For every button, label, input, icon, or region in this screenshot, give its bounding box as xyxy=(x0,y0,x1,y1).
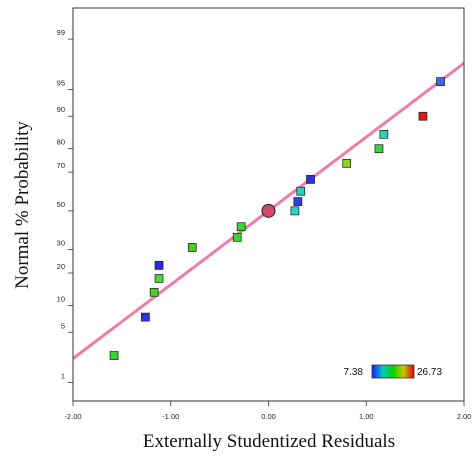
color-scale-legend: 7.38 26.73 xyxy=(344,364,442,379)
y-axis-label: Normal % Probability xyxy=(12,121,33,289)
color-scale-bar xyxy=(371,364,415,379)
y-tick-label: 80 xyxy=(57,138,65,147)
y-tick-label: 5 xyxy=(61,321,65,330)
x-tick-label: 1.00 xyxy=(359,412,374,421)
y-tick-label: 50 xyxy=(57,200,65,209)
y-tick-label: 30 xyxy=(57,239,65,248)
data-point xyxy=(418,111,428,121)
x-tick-label: -1.00 xyxy=(162,412,179,421)
color-scale-max-label: 26.73 xyxy=(417,367,442,378)
data-point xyxy=(436,77,445,86)
data-point xyxy=(154,274,164,283)
x-tick-label: 0.00 xyxy=(261,412,276,421)
data-point xyxy=(232,232,242,242)
highlighted-point xyxy=(261,203,276,218)
x-axis-ticks: -2.00 -1.00 0.00 1.00 2.00 xyxy=(64,401,471,421)
y-tick-label: 10 xyxy=(57,294,65,303)
data-point xyxy=(140,312,150,322)
data-points-layer xyxy=(109,77,445,360)
data-point xyxy=(290,206,300,216)
data-point xyxy=(374,144,384,154)
y-tick-label: 95 xyxy=(57,78,65,87)
data-point xyxy=(293,197,303,206)
x-tick-label: 2.00 xyxy=(457,412,472,421)
y-axis-ticks: 1 5 10 20 30 50 70 80 90 95 99 xyxy=(57,28,73,383)
color-scale-min-label: 7.38 xyxy=(344,367,364,378)
data-point xyxy=(187,243,197,252)
data-point xyxy=(149,287,159,297)
y-tick-label: 20 xyxy=(57,262,65,271)
y-tick-label: 90 xyxy=(57,105,65,114)
y-tick-label: 99 xyxy=(57,28,65,37)
x-tick-label: -2.00 xyxy=(64,412,81,421)
data-point xyxy=(236,222,246,232)
data-point xyxy=(109,351,119,360)
plot-area xyxy=(72,62,465,360)
y-tick-label: 1 xyxy=(61,372,65,381)
data-point xyxy=(296,186,306,196)
data-point xyxy=(379,129,389,139)
data-point xyxy=(342,159,352,168)
data-point xyxy=(306,175,315,184)
y-tick-label: 70 xyxy=(57,161,65,170)
x-axis-label: Externally Studentized Residuals xyxy=(143,431,395,452)
data-point xyxy=(154,261,164,270)
